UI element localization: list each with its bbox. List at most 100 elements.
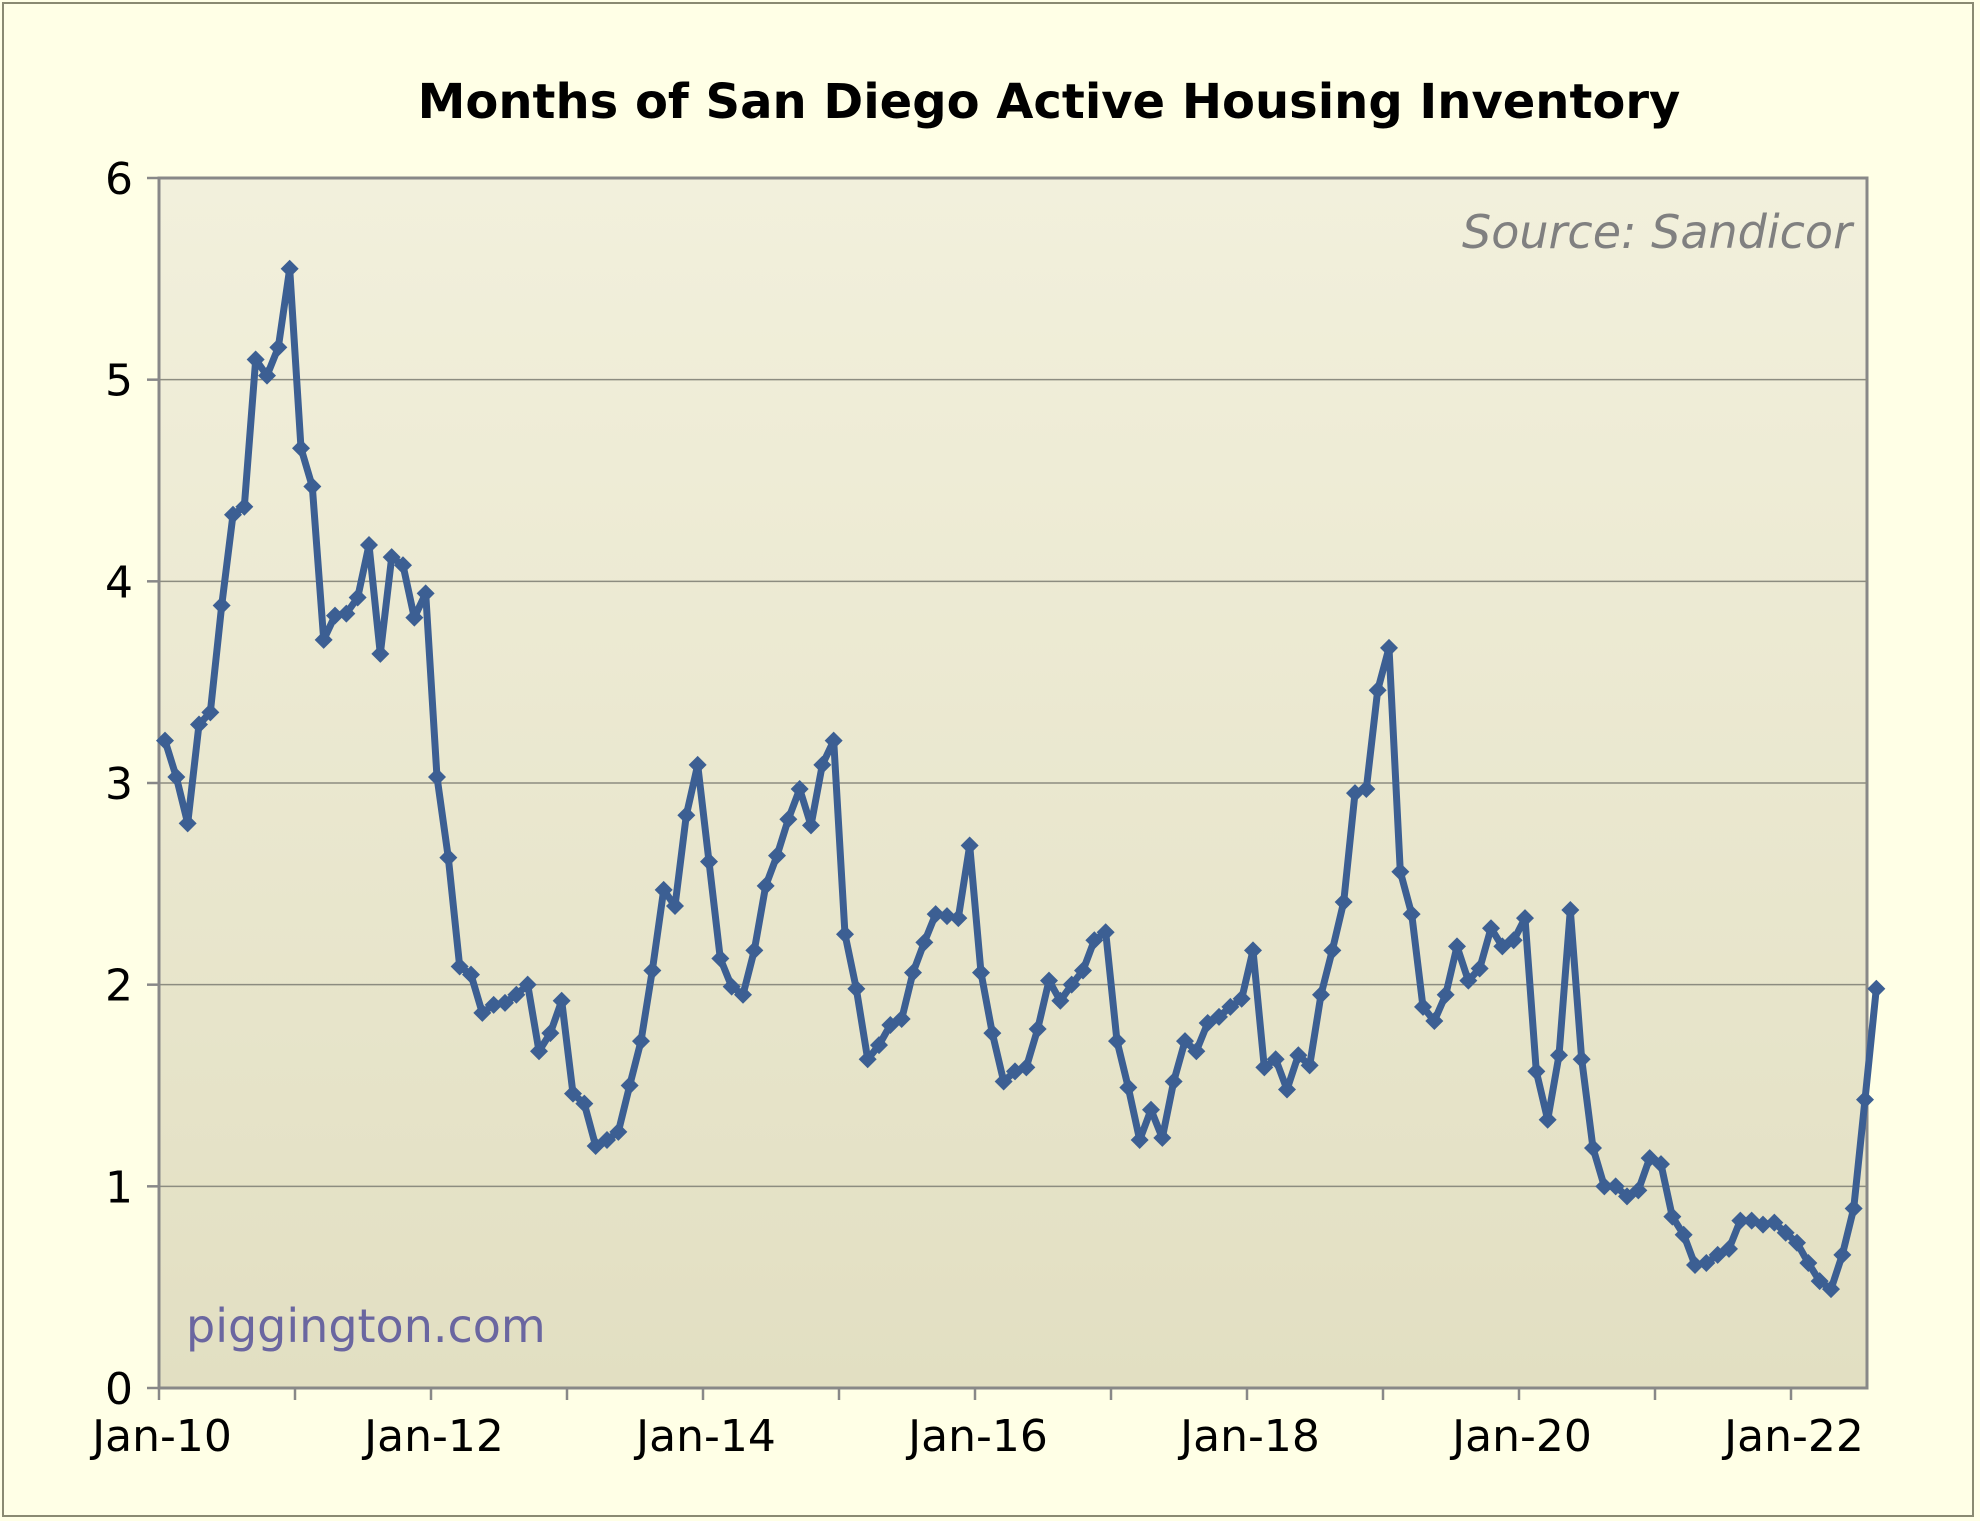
data-point bbox=[960, 836, 979, 855]
data-point bbox=[1754, 1215, 1772, 1234]
data-point bbox=[1697, 1253, 1716, 1272]
data-point-markers bbox=[156, 259, 1886, 1299]
data-point bbox=[972, 963, 990, 982]
data-point bbox=[473, 1003, 492, 1022]
data-point bbox=[564, 1084, 582, 1103]
data-point bbox=[1300, 1056, 1319, 1075]
data-point bbox=[1584, 1139, 1602, 1158]
data-point bbox=[428, 767, 446, 786]
data-point bbox=[1130, 1130, 1149, 1149]
data-point bbox=[1153, 1128, 1172, 1147]
data-point bbox=[1187, 1042, 1206, 1061]
data-point bbox=[722, 977, 741, 996]
data-point bbox=[371, 644, 390, 663]
data-point bbox=[1833, 1245, 1852, 1264]
data-point bbox=[1278, 1080, 1296, 1099]
data-point bbox=[926, 905, 945, 924]
data-point bbox=[1448, 937, 1466, 956]
watermark: piggington.com bbox=[186, 1299, 546, 1353]
data-point bbox=[620, 1076, 639, 1095]
data-point bbox=[1470, 959, 1489, 978]
data-point bbox=[1368, 681, 1387, 700]
data-point bbox=[700, 852, 718, 871]
x-tick-label: Jan-16 bbox=[905, 1411, 1048, 1462]
data-point bbox=[994, 1072, 1013, 1091]
data-point bbox=[1040, 971, 1058, 990]
data-point bbox=[1176, 1032, 1194, 1051]
data-point bbox=[235, 497, 254, 516]
data-point bbox=[1810, 1272, 1829, 1291]
gridlines bbox=[159, 378, 1867, 1188]
data-point bbox=[552, 991, 571, 1010]
data-point bbox=[518, 975, 537, 994]
data-point bbox=[360, 536, 378, 555]
data-point bbox=[167, 767, 186, 786]
data-point bbox=[1402, 905, 1421, 924]
data-point bbox=[280, 259, 299, 278]
data-point bbox=[654, 880, 673, 899]
data-point bbox=[348, 588, 367, 607]
data-point bbox=[1788, 1233, 1806, 1252]
data-point bbox=[394, 556, 412, 575]
data-point bbox=[1232, 989, 1251, 1008]
data-point bbox=[1323, 941, 1342, 960]
data-point bbox=[1096, 923, 1115, 942]
data-point bbox=[484, 995, 503, 1014]
data-point bbox=[1062, 975, 1081, 994]
data-point bbox=[1776, 1223, 1795, 1242]
data-point bbox=[790, 780, 809, 799]
x-tick-label: Jan-22 bbox=[1721, 1411, 1864, 1462]
data-point bbox=[745, 941, 764, 960]
data-point bbox=[1255, 1058, 1274, 1077]
data-point bbox=[496, 993, 514, 1012]
data-point bbox=[836, 925, 854, 944]
x-tick-label: Jan-18 bbox=[1177, 1411, 1320, 1462]
data-point bbox=[1459, 971, 1478, 990]
data-point bbox=[666, 897, 684, 916]
data-point bbox=[1844, 1199, 1863, 1218]
data-point bbox=[768, 846, 786, 865]
data-point bbox=[1210, 1007, 1228, 1026]
data-point bbox=[858, 1050, 877, 1069]
data-point bbox=[1334, 892, 1353, 911]
data-point bbox=[870, 1036, 888, 1055]
data-point bbox=[462, 965, 480, 984]
y-tick-label: 1 bbox=[105, 1162, 133, 1213]
data-point bbox=[541, 1024, 560, 1043]
data-point bbox=[632, 1032, 650, 1051]
data-point bbox=[949, 909, 968, 928]
x-tick-label: Jan-10 bbox=[89, 1411, 232, 1462]
data-point bbox=[178, 814, 197, 833]
y-tick-labels: 0 1 2 3 4 5 6 bbox=[105, 154, 133, 1415]
y-tick-label: 0 bbox=[105, 1364, 133, 1415]
data-point bbox=[314, 630, 333, 649]
data-point bbox=[1142, 1100, 1160, 1119]
data-point bbox=[904, 963, 922, 982]
data-point bbox=[530, 1042, 548, 1061]
data-point bbox=[1380, 638, 1398, 657]
data-point bbox=[711, 949, 730, 968]
data-point bbox=[1028, 1020, 1047, 1039]
data-point bbox=[1357, 780, 1376, 799]
x-tick-label: Jan-12 bbox=[361, 1411, 504, 1462]
data-point bbox=[1822, 1280, 1840, 1299]
data-point bbox=[326, 606, 344, 625]
data-point bbox=[269, 338, 288, 357]
data-point bbox=[688, 755, 707, 774]
data-point bbox=[734, 985, 752, 1004]
data-point bbox=[1856, 1090, 1874, 1109]
data-point bbox=[1561, 901, 1580, 920]
data-point bbox=[1504, 931, 1523, 950]
x-tick-label: Jan-14 bbox=[633, 1411, 776, 1462]
data-point bbox=[1266, 1050, 1285, 1069]
data-point bbox=[439, 848, 458, 867]
y-tick-label: 5 bbox=[105, 356, 133, 407]
data-point bbox=[1414, 997, 1432, 1016]
data-point bbox=[1085, 931, 1104, 950]
data-point bbox=[609, 1122, 628, 1141]
chart-title: Months of San Diego Active Housing Inven… bbox=[418, 74, 1681, 130]
data-point bbox=[450, 957, 469, 976]
data-point bbox=[1527, 1062, 1546, 1081]
data-point bbox=[892, 1009, 911, 1028]
